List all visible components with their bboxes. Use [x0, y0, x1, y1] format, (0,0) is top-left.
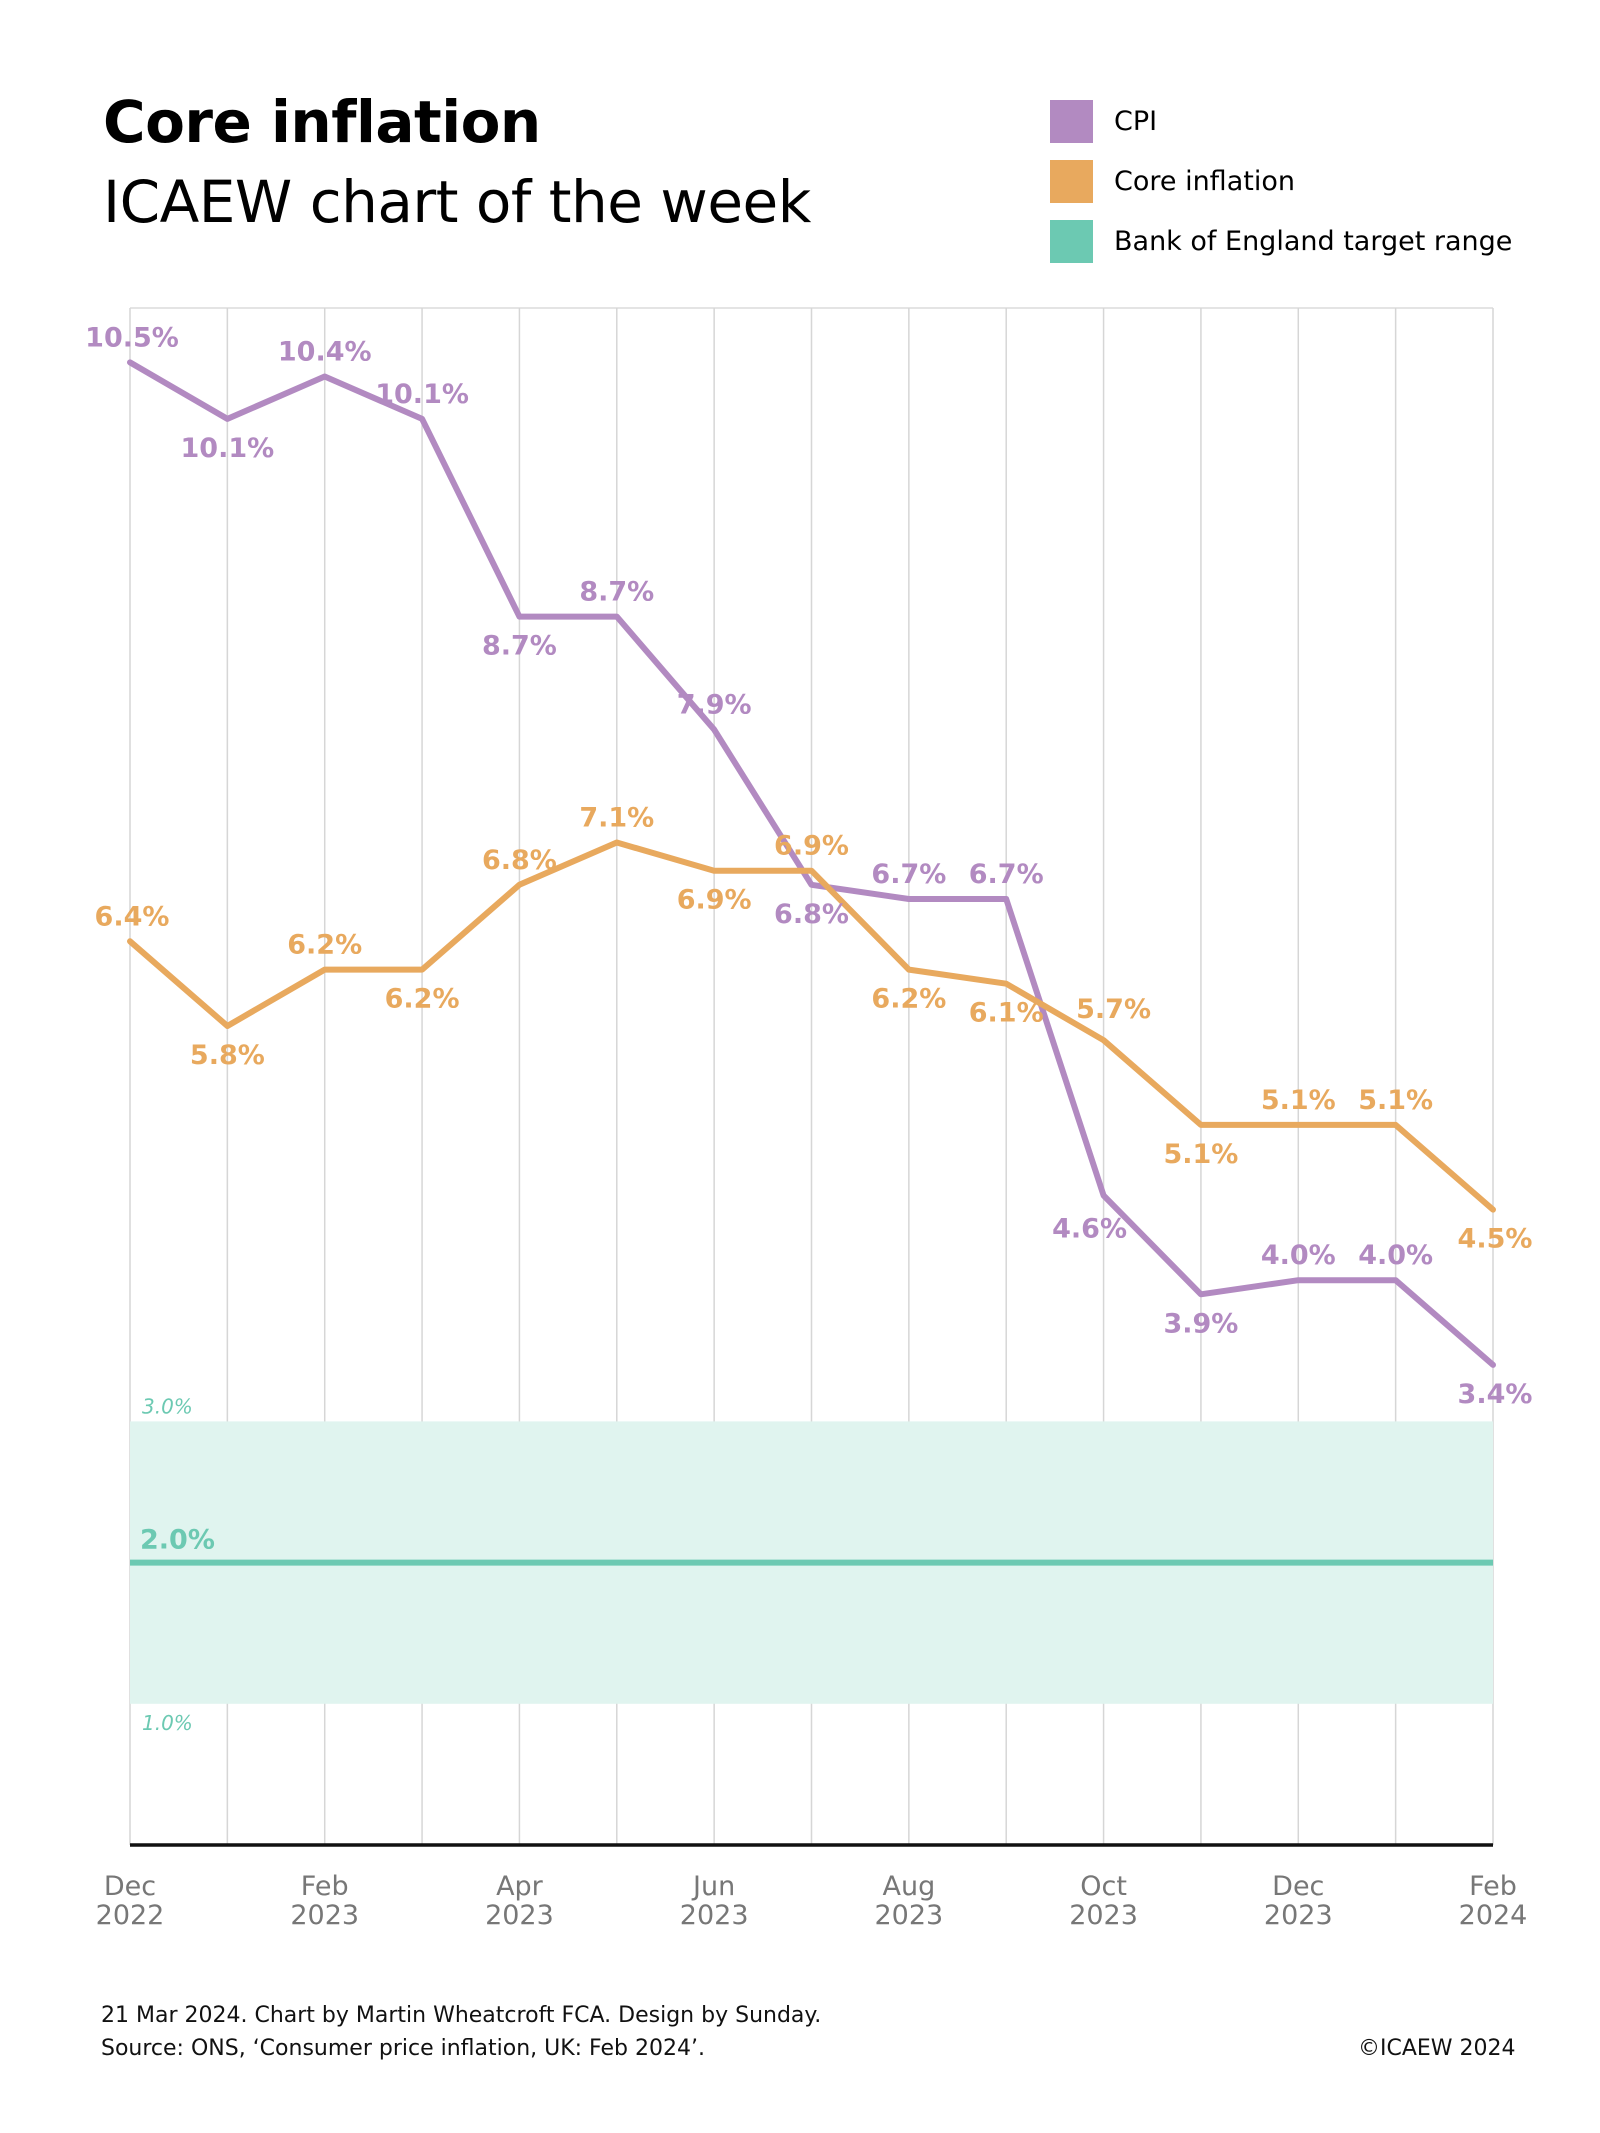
x-tick-year-4: 2023 — [485, 1900, 554, 1931]
data-label-core-inflation-10: 5.7% — [1076, 994, 1151, 1025]
footer-credit: 21 Mar 2024. Chart by Martin Wheatcroft … — [101, 2003, 822, 2028]
data-label-core-inflation-8: 6.2% — [871, 984, 946, 1015]
data-label-core-inflation-6: 6.9% — [677, 885, 752, 916]
data-label-cpi-3: 10.1% — [375, 379, 469, 410]
data-label-cpi-4: 8.7% — [482, 631, 557, 662]
x-tick-month-10: Oct — [1080, 1871, 1127, 1902]
data-label-core-inflation-0: 6.4% — [95, 901, 170, 932]
x-tick-month-12: Dec — [1272, 1871, 1324, 1902]
x-tick-year-0: 2022 — [96, 1900, 165, 1931]
data-label-core-inflation-9: 6.1% — [969, 998, 1044, 1029]
legend-swatch-core-inflation — [1050, 160, 1093, 203]
chart-title: Core inflation — [103, 88, 541, 156]
target-lower-label: 1.0% — [142, 1711, 193, 1735]
data-label-cpi-12: 4.0% — [1261, 1240, 1336, 1271]
data-label-core-inflation-2: 6.2% — [287, 930, 362, 961]
x-tick-year-14: 2024 — [1459, 1900, 1528, 1931]
data-label-core-inflation-1: 5.8% — [190, 1040, 265, 1071]
data-label-core-inflation-13: 5.1% — [1358, 1085, 1433, 1116]
series-line-core-inflation — [127, 839, 1496, 1213]
data-label-cpi-14: 3.4% — [1458, 1379, 1533, 1410]
footer-copyright: ©ICAEW 2024 — [1358, 2036, 1516, 2061]
data-label-core-inflation-3: 6.2% — [385, 984, 460, 1015]
legend-swatch-cpi — [1050, 100, 1093, 143]
data-label-cpi-1: 10.1% — [181, 433, 275, 464]
x-tick-month-6: Jun — [691, 1871, 735, 1902]
x-tick-year-8: 2023 — [874, 1900, 943, 1931]
target-upper-label: 3.0% — [142, 1394, 193, 1418]
legend-label-core-inflation: Core inflation — [1114, 166, 1295, 197]
data-label-cpi-7: 6.8% — [774, 899, 849, 930]
data-label-core-inflation-7: 6.9% — [774, 831, 849, 862]
x-tick-year-12: 2023 — [1264, 1900, 1333, 1931]
data-label-core-inflation-4: 6.8% — [482, 845, 557, 876]
x-tick-year-10: 2023 — [1069, 1900, 1138, 1931]
data-label-cpi-8: 6.7% — [871, 859, 946, 890]
x-tick-month-4: Apr — [496, 1871, 544, 1902]
legend-label-target-range: Bank of England target range — [1114, 226, 1513, 257]
data-label-cpi-10: 4.6% — [1052, 1213, 1127, 1244]
legend-swatch-target-range — [1050, 220, 1093, 263]
x-tick-month-14: Feb — [1469, 1871, 1517, 1902]
data-label-core-inflation-5: 7.1% — [579, 802, 654, 833]
data-label-core-inflation-11: 5.1% — [1163, 1139, 1238, 1170]
x-tick-year-6: 2023 — [680, 1900, 749, 1931]
data-label-cpi-6: 7.9% — [677, 690, 752, 721]
footer-source: Source: ONS, ‘Consumer price inflation, … — [101, 2036, 705, 2061]
x-tick-month-0: Dec — [104, 1871, 156, 1902]
series-line-cpi — [127, 359, 1496, 1368]
target-center-label: 2.0% — [140, 1525, 215, 1556]
x-tick-year-2: 2023 — [290, 1900, 359, 1931]
data-label-core-inflation-14: 4.5% — [1458, 1224, 1533, 1255]
x-tick-month-8: Aug — [882, 1871, 935, 1902]
data-label-cpi-0: 10.5% — [85, 322, 179, 353]
legend-label-cpi: CPI — [1114, 106, 1158, 137]
data-label-core-inflation-12: 5.1% — [1261, 1085, 1336, 1116]
chart-subtitle: ICAEW chart of the week — [103, 168, 811, 236]
x-tick-month-2: Feb — [301, 1871, 349, 1902]
data-label-cpi-13: 4.0% — [1358, 1240, 1433, 1271]
data-label-cpi-2: 10.4% — [278, 337, 372, 368]
data-label-cpi-9: 6.7% — [969, 859, 1044, 890]
data-label-cpi-11: 3.9% — [1163, 1308, 1238, 1339]
data-label-cpi-5: 8.7% — [579, 577, 654, 608]
